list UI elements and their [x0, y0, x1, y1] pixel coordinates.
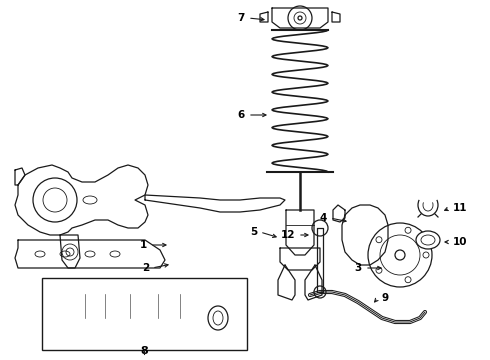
Polygon shape — [305, 265, 322, 300]
Ellipse shape — [208, 306, 228, 330]
Polygon shape — [145, 195, 285, 212]
Polygon shape — [286, 210, 314, 255]
Polygon shape — [15, 165, 148, 235]
Polygon shape — [272, 8, 328, 28]
Text: 10: 10 — [453, 237, 467, 247]
Polygon shape — [15, 240, 165, 268]
Text: 11: 11 — [453, 203, 467, 213]
Polygon shape — [60, 292, 210, 322]
Polygon shape — [332, 12, 340, 22]
Polygon shape — [333, 205, 345, 222]
Polygon shape — [15, 168, 25, 185]
Polygon shape — [260, 12, 268, 22]
Ellipse shape — [416, 231, 440, 249]
Text: 9: 9 — [381, 293, 388, 303]
Circle shape — [395, 250, 405, 260]
Polygon shape — [317, 228, 323, 292]
Circle shape — [298, 16, 302, 20]
Text: 1: 1 — [140, 240, 147, 250]
Text: 7: 7 — [238, 13, 245, 23]
Text: 12: 12 — [280, 230, 295, 240]
Polygon shape — [342, 205, 388, 265]
Text: 8: 8 — [140, 346, 148, 356]
Text: 2: 2 — [142, 263, 149, 273]
Text: 5: 5 — [250, 227, 257, 237]
Text: 6: 6 — [238, 110, 245, 120]
Polygon shape — [280, 248, 320, 270]
Polygon shape — [60, 235, 80, 268]
Polygon shape — [52, 332, 78, 350]
Ellipse shape — [213, 311, 223, 325]
Bar — [42, 278, 247, 350]
Text: 4: 4 — [319, 213, 327, 223]
Ellipse shape — [421, 235, 435, 245]
Text: 3: 3 — [355, 263, 362, 273]
Polygon shape — [278, 265, 295, 300]
